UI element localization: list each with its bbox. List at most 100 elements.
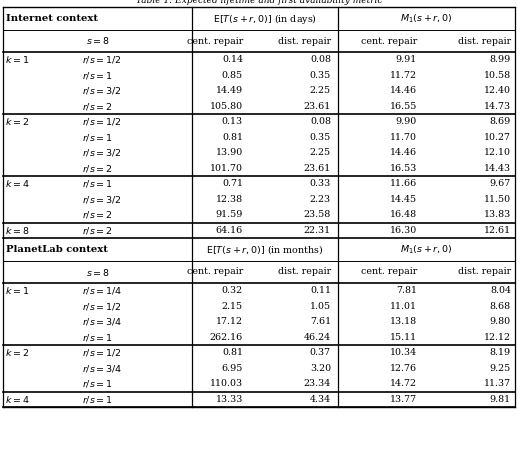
- Text: 10.34: 10.34: [390, 348, 417, 357]
- Text: 13.33: 13.33: [216, 395, 243, 404]
- Text: 2.25: 2.25: [310, 86, 331, 95]
- Text: $r/s = 3/2$: $r/s = 3/2$: [82, 194, 121, 205]
- Text: 0.08: 0.08: [310, 55, 331, 64]
- Text: cent. repair: cent. repair: [361, 268, 417, 276]
- Text: 23.61: 23.61: [304, 102, 331, 111]
- Text: $r/s = 3/2$: $r/s = 3/2$: [82, 85, 121, 96]
- Text: $r/s = 1$: $r/s = 1$: [82, 394, 113, 405]
- Text: 16.55: 16.55: [390, 102, 417, 111]
- Text: $r/s = 2$: $r/s = 2$: [82, 225, 113, 236]
- Text: 12.76: 12.76: [390, 364, 417, 373]
- Text: 17.12: 17.12: [216, 317, 243, 326]
- Text: 12.61: 12.61: [484, 226, 511, 235]
- Text: $k = 8$: $k = 8$: [5, 225, 29, 236]
- Text: 101.70: 101.70: [210, 164, 243, 173]
- Text: 12.12: 12.12: [484, 333, 511, 342]
- Text: 23.61: 23.61: [304, 164, 331, 173]
- Text: 262.16: 262.16: [210, 333, 243, 342]
- Text: 2.23: 2.23: [310, 195, 331, 204]
- Text: 7.81: 7.81: [396, 286, 417, 295]
- Text: 8.19: 8.19: [490, 348, 511, 357]
- Text: 0.08: 0.08: [310, 117, 331, 126]
- Text: 10.58: 10.58: [484, 71, 511, 80]
- Text: 11.01: 11.01: [390, 302, 417, 311]
- Text: $k = 2$: $k = 2$: [5, 116, 29, 127]
- Text: $\mathrm{E}[T(s+r,0)]$ (in days): $\mathrm{E}[T(s+r,0)]$ (in days): [213, 12, 317, 26]
- Text: 16.48: 16.48: [390, 210, 417, 219]
- Text: dist. repair: dist. repair: [278, 268, 331, 276]
- Text: 23.34: 23.34: [304, 379, 331, 388]
- Text: 1.05: 1.05: [310, 302, 331, 311]
- Text: 12.40: 12.40: [484, 86, 511, 95]
- Text: dist. repair: dist. repair: [278, 36, 331, 45]
- Text: 11.37: 11.37: [484, 379, 511, 388]
- Text: $r/s = 1/2$: $r/s = 1/2$: [82, 54, 121, 65]
- Text: 0.71: 0.71: [222, 179, 243, 188]
- Text: 8.69: 8.69: [490, 117, 511, 126]
- Text: 9.25: 9.25: [490, 364, 511, 373]
- Text: 0.14: 0.14: [222, 55, 243, 64]
- Text: $k = 4$: $k = 4$: [5, 394, 29, 405]
- Text: 46.24: 46.24: [304, 333, 331, 342]
- Text: 0.11: 0.11: [310, 286, 331, 295]
- Text: dist. repair: dist. repair: [458, 36, 511, 45]
- Text: 0.81: 0.81: [222, 133, 243, 142]
- Text: 3.20: 3.20: [310, 364, 331, 373]
- Text: 105.80: 105.80: [210, 102, 243, 111]
- Text: 14.46: 14.46: [390, 86, 417, 95]
- Text: 14.72: 14.72: [390, 379, 417, 388]
- Text: $r/s = 3/4$: $r/s = 3/4$: [82, 363, 123, 374]
- Text: 91.59: 91.59: [216, 210, 243, 219]
- Text: 13.90: 13.90: [216, 148, 243, 157]
- Text: 14.46: 14.46: [390, 148, 417, 157]
- Text: 16.30: 16.30: [390, 226, 417, 235]
- Text: $r/s = 1/2$: $r/s = 1/2$: [82, 301, 121, 312]
- Text: 8.04: 8.04: [490, 286, 511, 295]
- Text: $r/s = 1/4$: $r/s = 1/4$: [82, 285, 123, 296]
- Text: $M_1(s+r,0)$: $M_1(s+r,0)$: [400, 243, 452, 256]
- Text: 9.81: 9.81: [490, 395, 511, 404]
- Text: $r/s = 1/2$: $r/s = 1/2$: [82, 116, 121, 127]
- Text: 11.66: 11.66: [390, 179, 417, 188]
- Text: 13.18: 13.18: [390, 317, 417, 326]
- Text: 8.68: 8.68: [490, 302, 511, 311]
- Text: 15.11: 15.11: [390, 333, 417, 342]
- Text: 9.67: 9.67: [490, 179, 511, 188]
- Text: 0.35: 0.35: [310, 71, 331, 80]
- Text: 8.99: 8.99: [490, 55, 511, 64]
- Text: $\mathrm{E}[T(s+r,0)]$ (in months): $\mathrm{E}[T(s+r,0)]$ (in months): [206, 243, 324, 256]
- Text: dist. repair: dist. repair: [458, 268, 511, 276]
- Text: 13.83: 13.83: [484, 210, 511, 219]
- Text: 14.73: 14.73: [484, 102, 511, 111]
- Text: 23.58: 23.58: [304, 210, 331, 219]
- Text: 110.03: 110.03: [210, 379, 243, 388]
- Text: $s=8$: $s=8$: [85, 267, 110, 277]
- Text: 0.85: 0.85: [222, 71, 243, 80]
- Text: $k = 1$: $k = 1$: [5, 54, 29, 65]
- Text: 14.45: 14.45: [390, 195, 417, 204]
- Text: $r/s = 1$: $r/s = 1$: [82, 178, 113, 189]
- Text: 13.77: 13.77: [390, 395, 417, 404]
- Text: 6.95: 6.95: [222, 364, 243, 373]
- Text: 9.80: 9.80: [490, 317, 511, 326]
- Text: 12.38: 12.38: [216, 195, 243, 204]
- Text: $r/s = 2$: $r/s = 2$: [82, 163, 113, 174]
- Text: 0.35: 0.35: [310, 133, 331, 142]
- Text: 64.16: 64.16: [216, 226, 243, 235]
- Text: $r/s = 3/4$: $r/s = 3/4$: [82, 316, 123, 327]
- Text: 2.25: 2.25: [310, 148, 331, 157]
- Text: $r/s = 1$: $r/s = 1$: [82, 378, 113, 389]
- Text: $k = 1$: $k = 1$: [5, 285, 29, 296]
- Text: $M_1(s+r,0)$: $M_1(s+r,0)$: [400, 12, 452, 25]
- Text: $r/s = 2$: $r/s = 2$: [82, 209, 113, 220]
- Text: 14.43: 14.43: [484, 164, 511, 173]
- Text: 11.70: 11.70: [390, 133, 417, 142]
- Text: 4.34: 4.34: [310, 395, 331, 404]
- Text: cent. repair: cent. repair: [361, 36, 417, 45]
- Text: $r/s = 2$: $r/s = 2$: [82, 101, 113, 112]
- Text: 0.32: 0.32: [222, 286, 243, 295]
- Text: 16.53: 16.53: [390, 164, 417, 173]
- Text: 11.50: 11.50: [484, 195, 511, 204]
- Text: 12.10: 12.10: [484, 148, 511, 157]
- Text: 2.15: 2.15: [222, 302, 243, 311]
